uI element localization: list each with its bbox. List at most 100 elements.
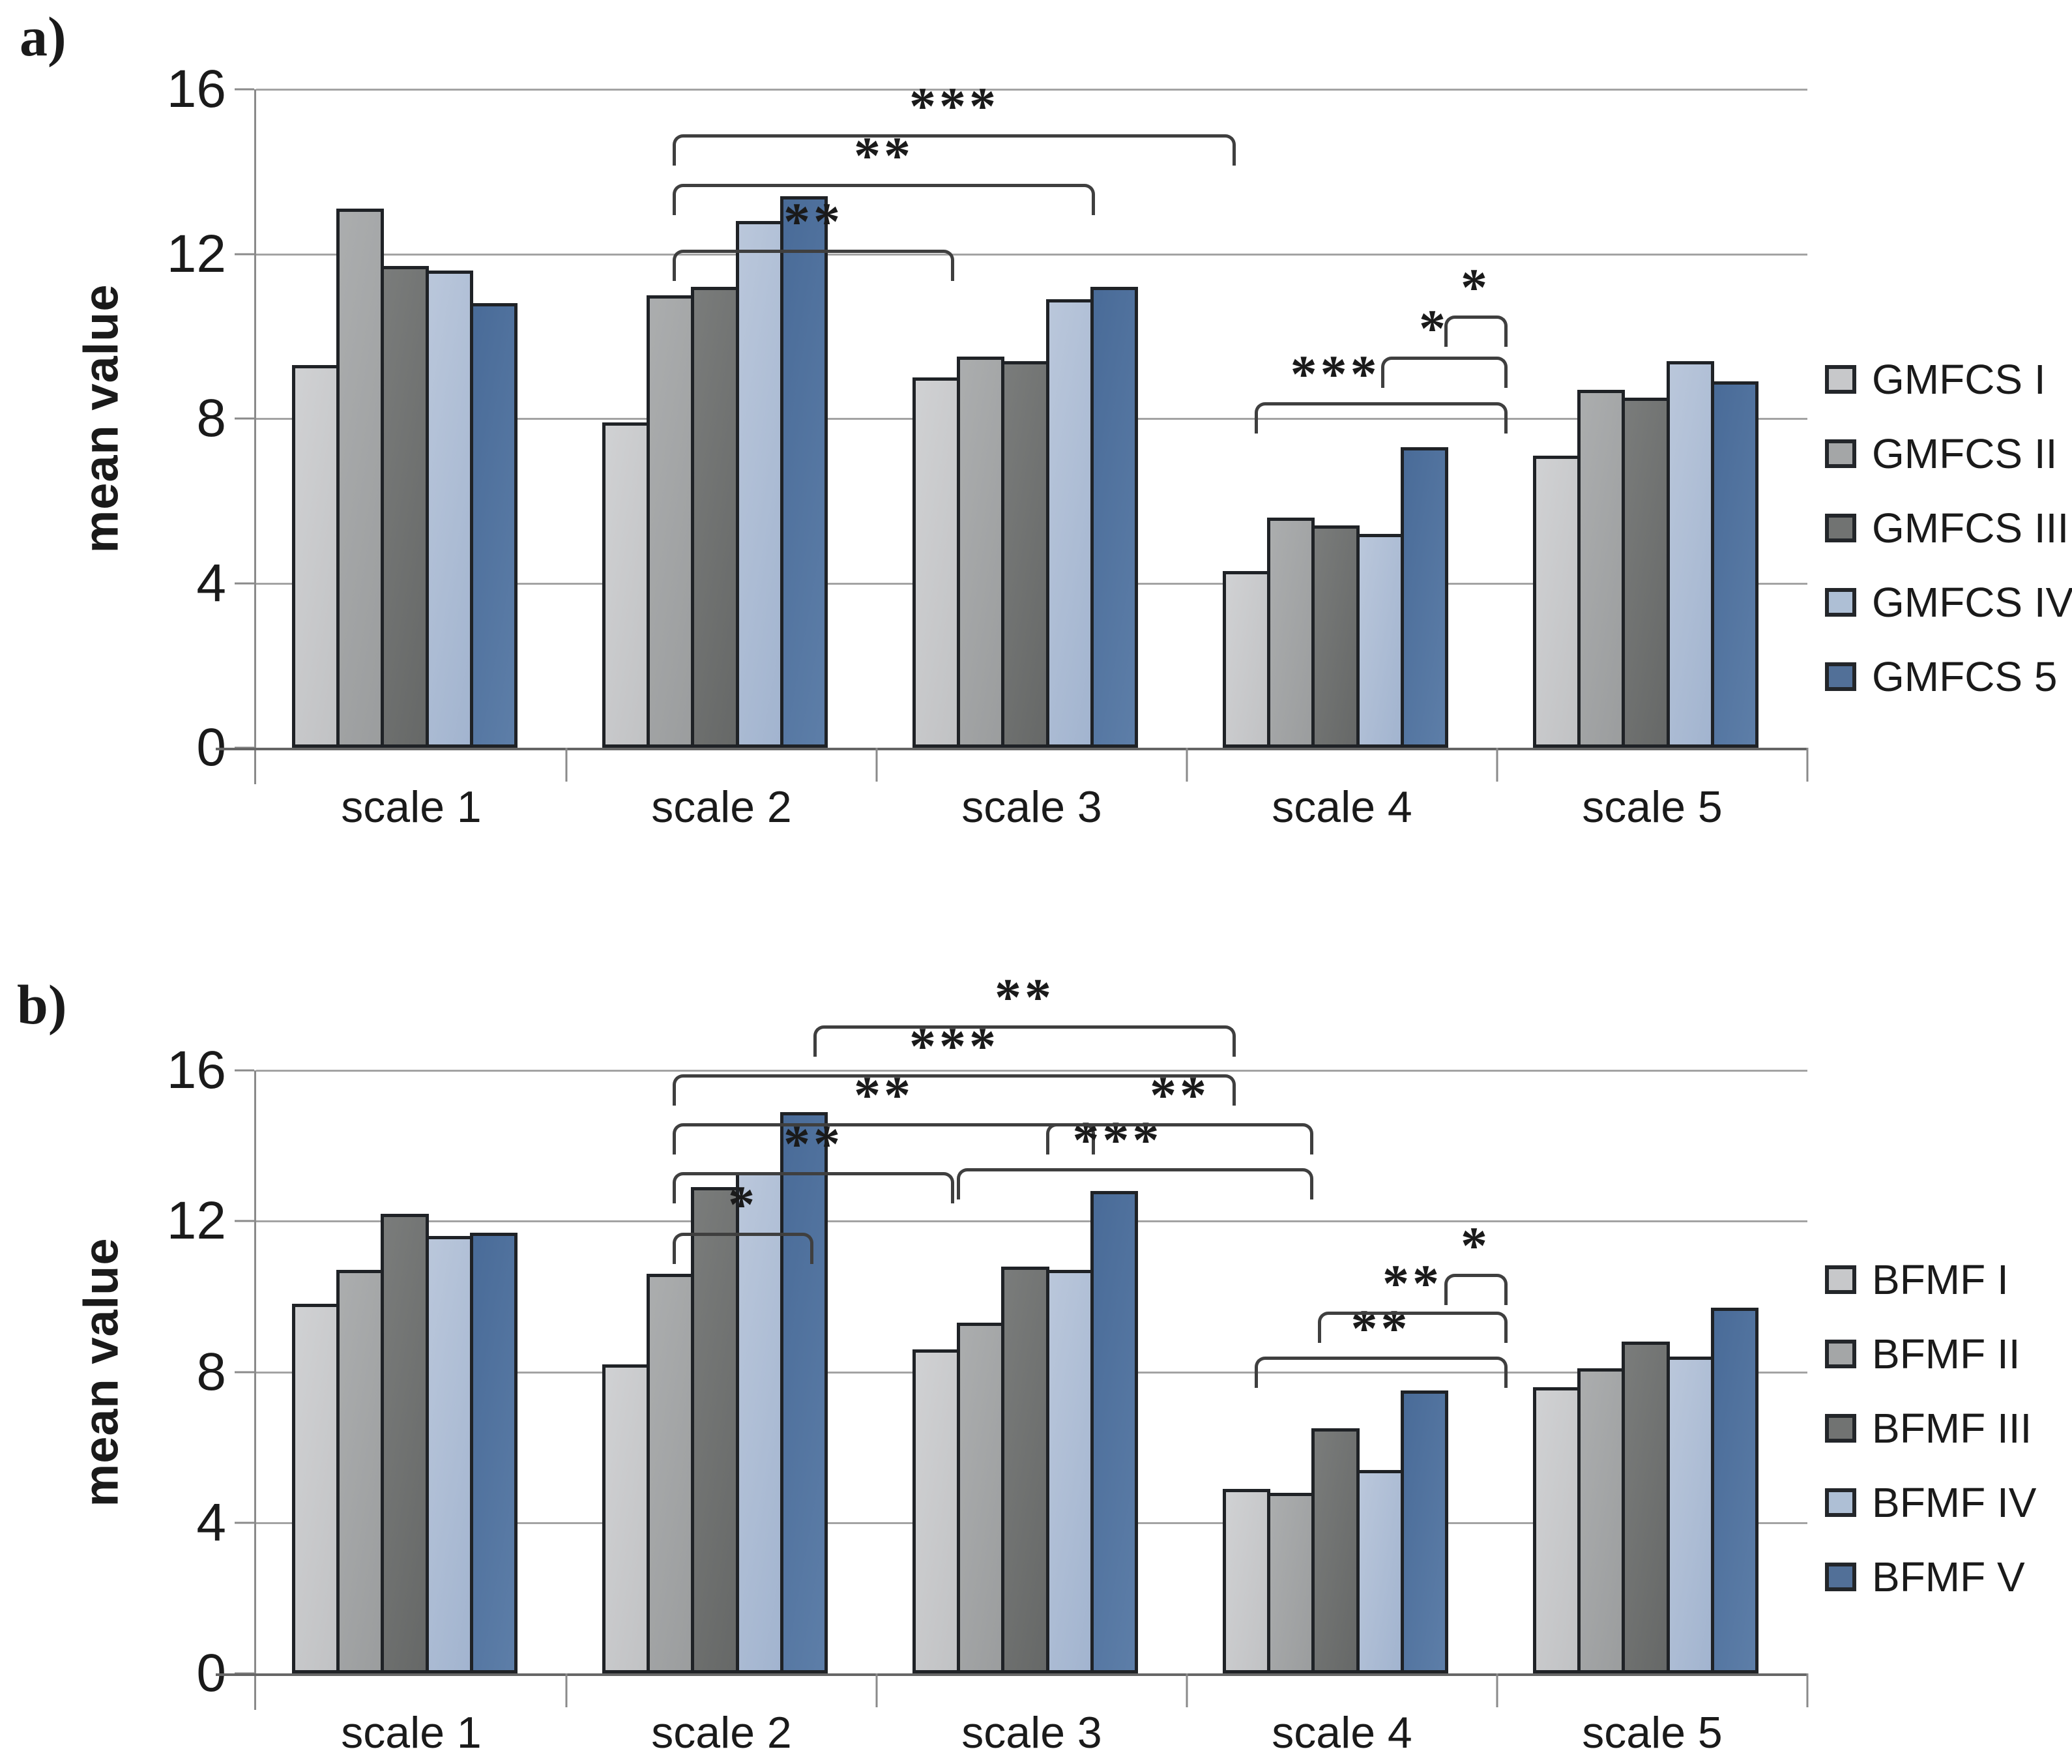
bar-series-2 bbox=[647, 1274, 695, 1673]
bar-group bbox=[877, 89, 1187, 748]
legend-swatch-icon bbox=[1825, 1563, 1856, 1591]
bar-series-4 bbox=[1045, 299, 1094, 748]
legend-label: BFMF I bbox=[1872, 1256, 2009, 1303]
bar-group: ***** bbox=[1187, 89, 1508, 748]
significance-label: *** bbox=[909, 76, 999, 136]
legend-item: GMFCS II bbox=[1825, 433, 2072, 475]
significance-bracket bbox=[1444, 316, 1508, 347]
x-tick-mark bbox=[565, 748, 568, 782]
bar-series-2 bbox=[957, 357, 1005, 748]
chart-panel-a: a) 0 4 8 12 16 mean value ** ** *** *** * * scale 1 sc… bbox=[20, 5, 2072, 832]
significance-bracket bbox=[1380, 357, 1508, 389]
significance-bracket bbox=[673, 184, 1095, 216]
x-axis-label: scale 3 bbox=[961, 782, 1102, 832]
significance-bracket bbox=[673, 1123, 1095, 1154]
legend-label: BFMF V bbox=[1872, 1553, 2025, 1600]
legend: BFMF I BFMF II BFMF III BFMF IV BFMF V bbox=[1825, 1259, 2036, 1598]
y-tick-label: 12 bbox=[166, 224, 226, 284]
y-axis-label: mean value bbox=[74, 284, 128, 553]
legend-label: GMFCS 5 bbox=[1872, 653, 2058, 700]
bar-series-4 bbox=[425, 1236, 473, 1673]
legend-item: GMFCS 5 bbox=[1825, 656, 2072, 698]
legend-swatch-icon bbox=[1825, 1414, 1856, 1443]
x-axis-labels: scale 1 scale 2 scale 3 scale 4 scale 5 bbox=[256, 1707, 1807, 1758]
bar-series-4 bbox=[1356, 533, 1404, 748]
x-tick-mark bbox=[1186, 748, 1188, 782]
bar-series-4 bbox=[1666, 1357, 1714, 1673]
bar-series-1 bbox=[292, 364, 340, 748]
bar-group bbox=[256, 1070, 566, 1673]
x-axis-label: scale 1 bbox=[341, 1708, 482, 1757]
x-axis-label: scale 5 bbox=[1582, 1708, 1723, 1757]
y-tick-mark bbox=[235, 1220, 254, 1222]
x-tick-mark bbox=[565, 1673, 568, 1707]
gridline bbox=[256, 1070, 1807, 1072]
x-axis-line bbox=[216, 748, 256, 750]
legend-label: GMFCS I bbox=[1872, 356, 2046, 403]
bar-series-4 bbox=[425, 270, 473, 748]
legend-swatch-icon bbox=[1825, 1340, 1856, 1368]
bar-series-1 bbox=[292, 1304, 340, 1673]
x-tick-mark bbox=[1186, 1673, 1188, 1707]
x-tick-mark bbox=[1496, 1673, 1498, 1707]
bar-group: ***** bbox=[1187, 1070, 1508, 1673]
bar-series-5 bbox=[1710, 1308, 1758, 1673]
bar-series-3 bbox=[1311, 1428, 1360, 1673]
y-tick-label: 0 bbox=[196, 1643, 226, 1703]
y-tick-mark bbox=[235, 1069, 254, 1072]
bar-series-4 bbox=[1666, 360, 1714, 748]
panel-label: b) bbox=[17, 973, 67, 1036]
y-tick-mark bbox=[235, 582, 254, 584]
legend-swatch-icon bbox=[1825, 588, 1856, 617]
x-tick-mark bbox=[875, 748, 878, 782]
bar-series-3 bbox=[381, 266, 429, 748]
bar-series-2 bbox=[1267, 517, 1315, 748]
x-axis-label: scale 5 bbox=[1582, 782, 1723, 832]
significance-bracket bbox=[1254, 1357, 1508, 1389]
legend-label: BFMF III bbox=[1872, 1405, 2032, 1452]
chart-panel-b: b) 0 4 8 12 16 mean value * ** ** *** ** *** ** ** ** * s… bbox=[0, 882, 2072, 1764]
y-tick-mark bbox=[235, 417, 254, 420]
x-axis-line bbox=[216, 1673, 256, 1676]
legend-label: GMFCS IV bbox=[1872, 579, 2072, 626]
bar-series-2 bbox=[1267, 1492, 1315, 1673]
bar-group: ** ** *** bbox=[566, 80, 1236, 748]
significance-label: ** bbox=[1350, 1299, 1411, 1359]
bar-series-5 bbox=[780, 1111, 828, 1673]
bar-series-1 bbox=[912, 377, 961, 748]
x-axis-label: scale 4 bbox=[1272, 782, 1412, 832]
bar-series-2 bbox=[647, 295, 695, 748]
legend-swatch-icon bbox=[1825, 365, 1856, 394]
y-axis-label: mean value bbox=[74, 1237, 128, 1507]
legend-item: BFMF V bbox=[1825, 1556, 2036, 1598]
bar-group: * ** ** *** ** bbox=[566, 970, 1236, 1673]
bar-series-3 bbox=[381, 1213, 429, 1673]
y-tick-label: 12 bbox=[166, 1191, 226, 1251]
significance-bracket bbox=[673, 1172, 954, 1204]
bar-series-2 bbox=[957, 1323, 1005, 1673]
bar-series-2 bbox=[1577, 1368, 1626, 1673]
legend-label: GMFCS III bbox=[1872, 505, 2069, 551]
significance-bracket bbox=[1444, 1274, 1508, 1306]
significance-label: * bbox=[1461, 257, 1491, 317]
bar-series-5 bbox=[1400, 447, 1448, 748]
bar-groups: * ** ** *** ** *** ** ** ** * bbox=[256, 970, 1807, 1673]
y-tick-label: 16 bbox=[166, 1040, 226, 1100]
significance-label: * bbox=[728, 1174, 758, 1234]
gridline bbox=[256, 1220, 1807, 1223]
gridline bbox=[256, 89, 1807, 91]
bar-series-3 bbox=[691, 287, 739, 748]
legend-item: BFMF IV bbox=[1825, 1482, 2036, 1523]
legend-swatch-icon bbox=[1825, 439, 1856, 468]
x-axis-label: scale 4 bbox=[1272, 1708, 1412, 1757]
y-tick-label: 16 bbox=[166, 59, 226, 119]
significance-label: * bbox=[1461, 1216, 1491, 1276]
bar-series-2 bbox=[1577, 389, 1626, 748]
bar-series-2 bbox=[336, 1270, 385, 1673]
bar-group: ***** bbox=[877, 1068, 1313, 1673]
legend-swatch-icon bbox=[1825, 662, 1856, 691]
legend: GMFCS I GMFCS II GMFCS III GMFCS IV GMFCS 5 bbox=[1825, 359, 2072, 698]
legend-item: GMFCS III bbox=[1825, 507, 2072, 549]
y-tick-mark bbox=[235, 1371, 254, 1373]
significance-label: ** bbox=[783, 192, 843, 252]
